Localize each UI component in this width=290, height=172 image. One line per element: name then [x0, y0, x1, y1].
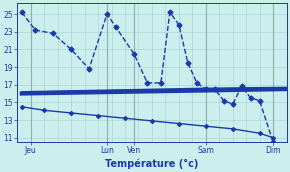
X-axis label: Température (°c): Température (°c): [105, 158, 199, 169]
